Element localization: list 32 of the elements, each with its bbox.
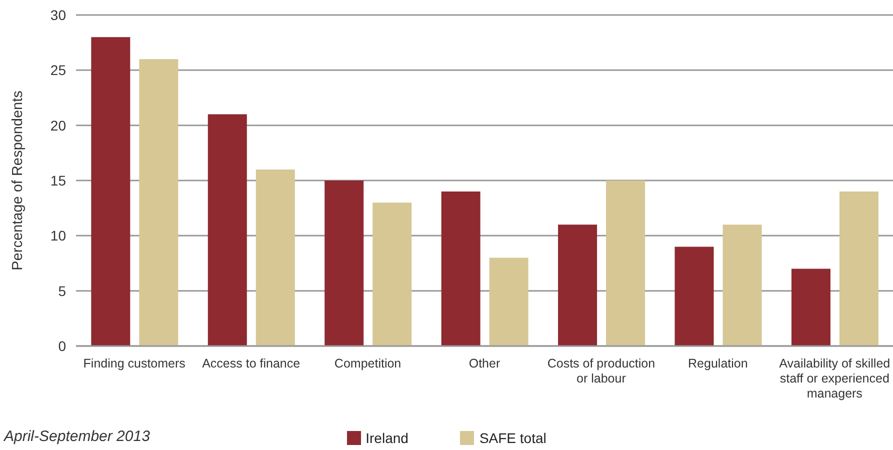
text: April-September 2013: [4, 428, 150, 445]
bar: [91, 37, 130, 346]
x-tick-label: Regulation: [688, 356, 748, 370]
x-tick-label: Costs of production or labour: [547, 356, 656, 386]
bar: [606, 180, 646, 346]
bar: [722, 224, 762, 346]
bar: [208, 114, 247, 346]
bar: [791, 268, 830, 346]
bar: [256, 169, 295, 346]
legend-label: Ireland: [366, 430, 408, 446]
y-axis-title: Percentage of Respondents: [10, 90, 26, 270]
y-tick-label: 25: [50, 62, 66, 78]
y-tick-label: 30: [50, 6, 66, 23]
y-tick-label: 10: [50, 228, 66, 244]
bar: [324, 180, 364, 346]
y-tick-label: 20: [50, 117, 66, 134]
x-tick-label: Access to finance: [202, 356, 300, 370]
bar: [558, 224, 598, 346]
legend-label: SAFE total: [479, 430, 546, 446]
x-tick-label: Competition: [334, 356, 402, 370]
bar: [674, 246, 714, 346]
x-tick-label: Finding customers: [83, 356, 186, 370]
bar: [372, 202, 412, 346]
y-tick-label: 0: [58, 338, 66, 354]
bar: [839, 192, 878, 346]
bar: [441, 192, 480, 346]
y-tick-label: 15: [50, 172, 66, 188]
x-tick-label: Other: [468, 356, 500, 370]
bar: [489, 258, 528, 346]
y-tick-label: 5: [58, 282, 66, 299]
bar: [139, 59, 178, 346]
x-tick-label: Availability of skilled staff or experienced managers: [779, 356, 890, 400]
